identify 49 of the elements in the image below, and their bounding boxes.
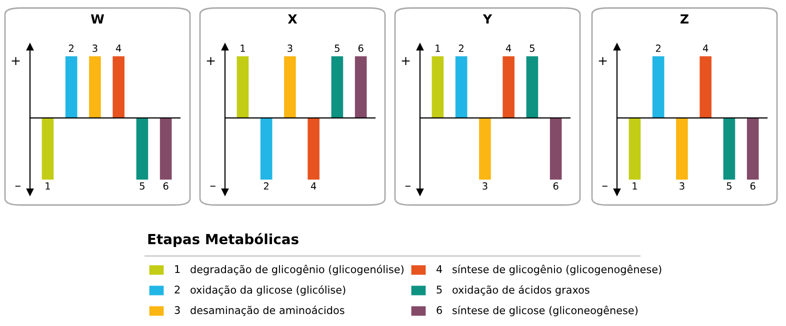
x-tick-label: 1 <box>632 182 637 190</box>
chart-title: Z <box>680 14 688 24</box>
text: + <box>402 57 410 65</box>
text: – <box>602 186 608 187</box>
text: – <box>15 186 20 187</box>
x-tick-label: 3 <box>680 182 684 190</box>
x-tick-label: 5 <box>334 44 340 52</box>
text: síntese de glicogênio (glicogenogênese) <box>452 264 662 276</box>
text: síntese de glicose (gliconeogênese) <box>452 306 638 316</box>
chart-title: W <box>90 14 104 24</box>
text: – <box>405 186 410 187</box>
x-tick-label: 1 <box>240 44 245 52</box>
legend-title: Etapas Metabólicas <box>148 233 298 247</box>
x-tick-label: 5 <box>530 44 534 52</box>
x-tick-label: 2 <box>656 44 660 52</box>
text: oxidação da glicose (glicólise) <box>190 285 346 296</box>
category-label: 6 <box>436 306 442 314</box>
category-label: 1 <box>175 265 180 273</box>
text: + <box>206 57 215 65</box>
text: – <box>210 186 216 187</box>
text: desaminação de aminoácidos <box>190 306 344 316</box>
x-tick-label: 6 <box>163 182 168 190</box>
text: + <box>12 57 20 65</box>
x-tick-label: 3 <box>288 44 292 52</box>
category-label: 4 <box>436 265 442 273</box>
x-tick-label: 4 <box>116 44 122 52</box>
x-tick-label: 3 <box>92 44 98 52</box>
chart-title: X <box>288 14 298 24</box>
text: oxidação de ácidos graxos <box>452 285 590 296</box>
text: + <box>598 57 607 65</box>
x-tick-label: 1 <box>436 44 440 52</box>
category-label: 3 <box>174 306 180 314</box>
chart-title: Y <box>482 14 492 24</box>
x-tick-label: 5 <box>726 182 732 190</box>
x-tick-label: 4 <box>310 182 316 190</box>
x-tick-label: 2 <box>264 182 268 190</box>
x-tick-label: 4 <box>506 44 512 52</box>
x-tick-label: 6 <box>358 44 364 52</box>
category-label: 2 <box>174 286 180 294</box>
x-tick-label: 6 <box>750 182 756 190</box>
x-tick-label: 2 <box>458 44 464 52</box>
x-tick-label: 5 <box>140 182 144 190</box>
text: degradação de glicogênio (glicogenólise) <box>190 264 404 276</box>
x-tick-label: 1 <box>46 182 50 190</box>
x-tick-label: 6 <box>553 182 558 190</box>
x-tick-label: 4 <box>702 44 708 52</box>
category-label: 5 <box>436 286 442 294</box>
x-tick-label: 2 <box>68 44 74 52</box>
x-tick-label: 3 <box>482 182 488 190</box>
